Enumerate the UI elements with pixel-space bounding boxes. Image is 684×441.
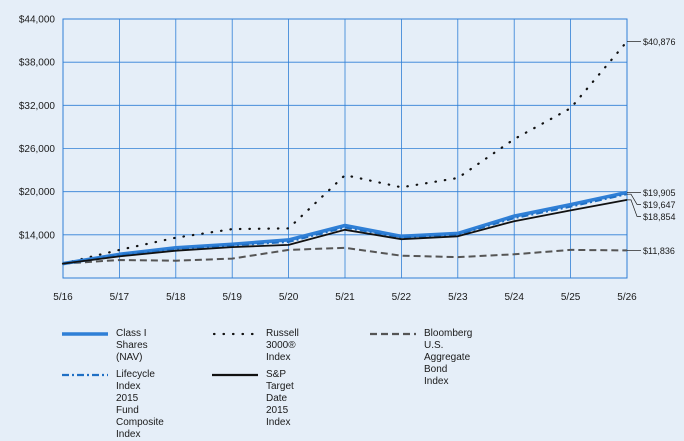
x-tick-label: 5/26 bbox=[617, 292, 637, 303]
legend-label: S&P Target Date 2015 Index bbox=[266, 369, 294, 428]
y-axis: $44,000 $38,000 $32,000 $26,000 $20,000 $14,0… bbox=[19, 15, 56, 242]
x-tick-label: 5/21 bbox=[335, 292, 355, 303]
x-axis: 5/16 5/17 5/18 5/19 5/20 5/21 5/22 5/23 5/24 5/25… bbox=[53, 292, 637, 303]
series-lines bbox=[61, 40, 629, 266]
y-tick-label: $14,000 bbox=[19, 230, 56, 241]
legend-label: Bloomberg U.S. Aggregate Bond Index bbox=[424, 328, 473, 387]
legend-item-russell: Russell 3000® Index bbox=[212, 328, 299, 364]
x-tick-label: 5/24 bbox=[504, 292, 524, 303]
end-value-label: $11,836 bbox=[643, 246, 675, 256]
legend-item-lifecycle: Lifecycle Index 2015 Fund Composite Inde… bbox=[62, 369, 164, 441]
end-label-leader bbox=[627, 199, 641, 217]
end-label-leader bbox=[627, 193, 641, 205]
x-tick-label: 5/19 bbox=[222, 292, 242, 303]
y-tick-label: $44,000 bbox=[19, 15, 56, 26]
legend-item-bloomberg: Bloomberg U.S. Aggregate Bond Index bbox=[370, 328, 472, 388]
series-line-dashed bbox=[62, 246, 628, 265]
series-line-dash-dot bbox=[62, 193, 628, 265]
legend-swatch-class-i bbox=[62, 332, 108, 336]
y-tick-label: $20,000 bbox=[19, 187, 56, 198]
legend-item-sp-target: S&P Target Date 2015 Index bbox=[212, 369, 294, 429]
series-line-dotted bbox=[61, 40, 629, 265]
series-line-solid-thick bbox=[62, 190, 628, 266]
end-value-label: $18,854 bbox=[643, 212, 676, 222]
y-tick-label: $38,000 bbox=[19, 58, 56, 69]
legend-swatch-russell bbox=[212, 332, 258, 336]
legend-swatch-lifecycle bbox=[62, 373, 108, 377]
legend-label: Lifecycle Index 2015 Fund Composite Inde… bbox=[116, 369, 164, 440]
legend-swatch-bloomberg bbox=[370, 332, 416, 336]
chart-grid bbox=[62, 18, 628, 279]
end-labels: $40,876 $19,905 $19,647 $18,854 $11,836 bbox=[627, 37, 676, 256]
x-tick-label: 5/17 bbox=[110, 292, 130, 303]
y-tick-label: $32,000 bbox=[19, 101, 56, 112]
x-tick-label: 5/22 bbox=[392, 292, 412, 303]
growth-chart: $44,000 $38,000 $32,000 $26,000 $20,000 $14,0… bbox=[19, 15, 676, 304]
end-value-label: $19,905 bbox=[643, 188, 676, 198]
x-tick-label: 5/25 bbox=[561, 292, 581, 303]
y-tick-label: $26,000 bbox=[19, 144, 56, 155]
legend-item-class-i: Class I Shares (NAV) bbox=[62, 328, 148, 364]
end-value-label: $19,647 bbox=[643, 200, 676, 210]
end-value-label: $40,876 bbox=[643, 37, 676, 47]
x-tick-label: 5/23 bbox=[448, 292, 468, 303]
legend-label: Russell 3000® Index bbox=[266, 328, 299, 363]
x-tick-label: 5/20 bbox=[279, 292, 299, 303]
legend-label: Class I Shares (NAV) bbox=[116, 328, 148, 363]
x-tick-label: 5/16 bbox=[53, 292, 73, 303]
x-tick-label: 5/18 bbox=[166, 292, 186, 303]
series-line-solid-black bbox=[62, 199, 628, 265]
legend-swatch-sp-target bbox=[212, 373, 258, 377]
